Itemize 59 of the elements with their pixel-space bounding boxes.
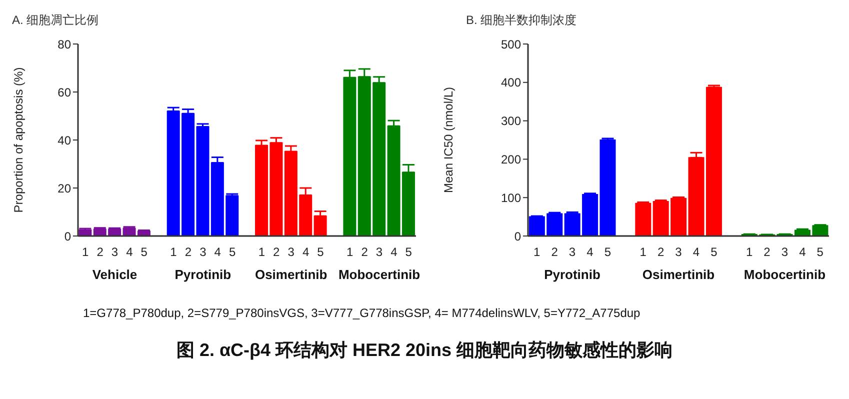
chart-title: B. 细胞半数抑制浓度 — [465, 12, 578, 29]
x-tick-label: 1 — [82, 245, 90, 259]
text: 1=G778_P780dup, 2=S779_P780insVGS, 3=V777_G778insGSP, 4= M774delinsWLV, 5=Y772_A775dup — [82, 306, 642, 320]
x-tick-label: 1 — [534, 245, 541, 259]
text: Mobocertinib — [338, 267, 420, 282]
x-tick-label: 3 — [288, 245, 295, 259]
x-tick-label: 3 — [568, 245, 576, 259]
x-tick-label: 2 — [657, 245, 664, 259]
x-tick-label: 5 — [317, 245, 324, 259]
y-tick-label: 20 — [58, 181, 72, 196]
x-tick-label: 3 — [111, 245, 118, 259]
x-tick-label: 2 — [96, 245, 104, 259]
x-tick-label: 5 — [228, 245, 236, 259]
y-tick-label: 60 — [58, 85, 72, 100]
x-tick-label: 5 — [816, 245, 824, 259]
x-tick-label: 2 — [361, 245, 368, 259]
x-tick-label: 2 — [551, 245, 558, 259]
x-tick-label: 4 — [692, 245, 700, 259]
x-tick-label: 5 — [405, 245, 412, 259]
chart-title: A. 细胞凋亡比例 — [11, 12, 100, 29]
x-tick-label: 4 — [214, 245, 222, 259]
x-tick-label: 4 — [586, 245, 594, 259]
x-tick-label: 1 — [746, 245, 753, 259]
x-tick-label: 2 — [184, 245, 192, 259]
x-tick-label: 1 — [258, 245, 266, 259]
y-tick-label: 300 — [500, 114, 522, 128]
y-tick-label: 80 — [58, 37, 72, 52]
text: Osimertinib — [254, 267, 328, 282]
x-tick-label: 4 — [126, 245, 134, 259]
x-tick-label: 4 — [390, 245, 398, 259]
y-axis-title: Mean IC50 (nmol/L) — [441, 86, 456, 194]
x-tick-label: 1 — [170, 245, 178, 259]
y-tick-label: 40 — [58, 133, 72, 148]
text: Pyrotinib — [544, 267, 600, 282]
x-tick-label: 5 — [710, 245, 718, 259]
x-tick-label: 2 — [764, 245, 771, 259]
x-tick-label: 4 — [302, 245, 310, 259]
y-tick-label: 0 — [514, 229, 522, 244]
x-tick-label: 3 — [675, 245, 682, 259]
text: Osimertinib — [642, 267, 715, 282]
x-tick-label: 4 — [799, 245, 806, 259]
y-tick-label: 0 — [64, 229, 72, 244]
caption: 图 2. αC-β4 环结构对 HER2 20ins 细胞靶向药物敏感性的影响 — [175, 339, 674, 362]
x-tick-label: 3 — [781, 245, 788, 259]
y-tick-label: 100 — [500, 190, 522, 205]
x-tick-label: 1 — [346, 245, 354, 259]
x-tick-label: 5 — [604, 245, 612, 259]
text: Pyrotinib — [174, 267, 232, 282]
text: Vehicle — [92, 267, 138, 282]
y-tick-label: 200 — [500, 152, 522, 166]
y-axis-title: Proportion of apoptosis (%) — [11, 67, 26, 213]
y-tick-label: 400 — [500, 76, 522, 90]
x-tick-label: 5 — [140, 245, 148, 259]
x-tick-label: 1 — [640, 245, 647, 259]
y-tick-label: 500 — [500, 37, 522, 52]
text: Mobocertinib — [744, 267, 826, 282]
x-tick-label: 2 — [273, 245, 280, 259]
x-tick-label: 3 — [200, 245, 207, 259]
x-tick-label: 3 — [376, 245, 383, 259]
